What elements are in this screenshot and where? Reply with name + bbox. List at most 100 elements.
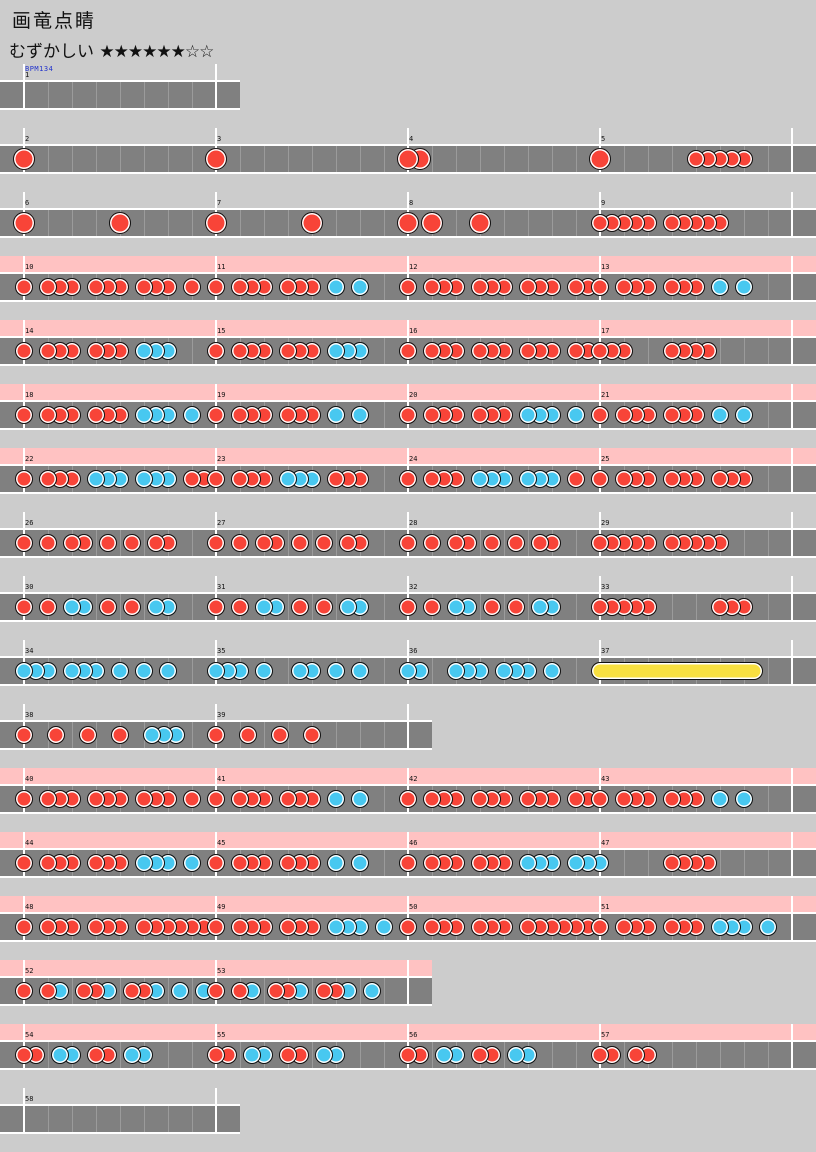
ka-note [135,854,153,872]
beat-line [648,338,649,364]
ka-note [87,470,105,488]
ka-note [375,918,393,936]
don-note [303,726,321,744]
don-note [207,918,225,936]
chart-row: 58 [0,1088,816,1152]
beat-line [360,210,361,236]
don-note [123,598,141,616]
don-note [519,342,537,360]
measure-number: 21 [601,391,610,399]
ka-note [255,598,273,616]
ka-note [351,790,369,808]
ka-note [327,790,345,808]
don-note [231,982,249,1000]
beat-line [312,1042,313,1068]
measure-number: 4 [409,135,414,143]
measure-number: 41 [217,775,226,783]
don-note [239,726,258,744]
ka-note [315,1046,333,1064]
beat-line [144,594,145,620]
beat-line [648,850,649,876]
beat-line [384,658,385,684]
ka-note [327,662,345,680]
chart-row: 38 39 [0,704,816,768]
don-note [399,1046,417,1064]
beat-line [120,530,121,556]
don-note [207,470,225,488]
beat-line [576,1042,577,1068]
ka-note [183,854,201,872]
don-note [423,406,441,424]
don-note [615,406,633,424]
don-note [591,278,609,296]
beat-line [96,1106,97,1132]
measure-number: 18 [25,391,34,399]
don-note [471,406,489,424]
beat-line [528,594,529,620]
beat-line [384,1042,385,1068]
beat-line [312,146,313,172]
don-note [615,918,633,936]
don-note [87,406,105,424]
beat-line [168,210,169,236]
don-note [99,598,117,616]
ka-note [711,278,729,296]
don-note [15,598,33,616]
don-note [207,726,225,744]
don-note [279,918,297,936]
measure-number: 42 [409,775,418,783]
beat-line [144,146,145,172]
don-note [591,214,609,232]
beat-line [696,1042,697,1068]
beat-line [288,146,289,172]
beat-line [120,146,121,172]
beat-line [768,210,769,236]
beat-line [96,594,97,620]
beat-line [576,658,577,684]
beat-line [336,530,337,556]
beat-line [72,210,73,236]
measure-number: 3 [217,135,222,143]
ka-note [567,854,585,872]
don-note [87,278,105,296]
don-note [279,1046,297,1064]
beat-line [336,722,337,748]
beat-line [96,530,97,556]
ka-note [543,662,561,680]
measure-number: 17 [601,327,610,335]
don-note [663,342,681,360]
beat-line [552,1042,553,1068]
don-note [591,918,609,936]
measure-number: 7 [217,199,222,207]
don-note [399,918,417,936]
ka-note [255,662,273,680]
ka-note [15,662,33,680]
don-note [135,918,153,936]
don-note [39,342,57,360]
don-note [207,278,225,296]
beat-line [336,210,337,236]
ka-note [135,662,153,680]
chart-row: 40 41 42 43 [0,768,816,832]
bar-line [791,448,793,494]
don-note [231,534,249,552]
beat-line [72,722,73,748]
don-note [567,278,585,296]
beat-line [480,146,481,172]
difficulty-rating: むずかしい ★★★★★★☆☆ [9,37,214,62]
chart-row: 6 7 8 9 [0,192,816,256]
beat-line [288,210,289,236]
ka-note [135,470,153,488]
measure-number: 36 [409,647,418,655]
don-note [255,534,273,552]
don-note [87,918,105,936]
measure-number: 15 [217,327,226,335]
ka-note [519,470,537,488]
don-note [267,982,285,1000]
measure-number: 23 [217,455,226,463]
don-note [231,278,249,296]
don-note [207,598,225,616]
ka-note [171,982,189,1000]
drumroll-note [591,662,763,680]
note-lane [0,80,240,110]
